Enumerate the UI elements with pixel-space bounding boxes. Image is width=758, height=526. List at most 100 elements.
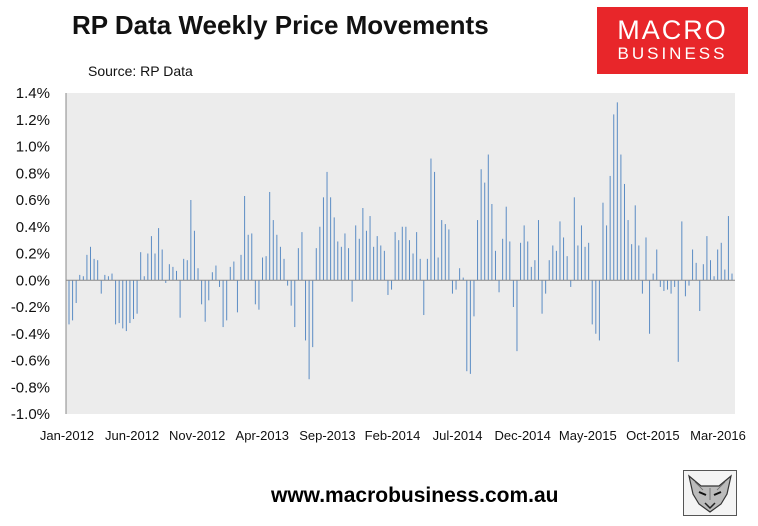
bar-95 <box>408 240 410 281</box>
bar-63 <box>294 280 296 328</box>
bar-57 <box>272 220 274 281</box>
bar-133 <box>545 280 547 294</box>
bar-56 <box>269 191 271 281</box>
bar-91 <box>394 232 396 281</box>
bar-147 <box>595 280 597 334</box>
bar-117 <box>487 154 489 281</box>
x-tick-label: Dec-2014 <box>495 428 551 443</box>
bar-114 <box>477 220 479 281</box>
bar-184 <box>727 216 729 281</box>
bar-71 <box>322 197 324 281</box>
bar-106 <box>448 229 450 281</box>
bar-29 <box>172 266 174 281</box>
bar-series <box>68 102 733 380</box>
bar-92 <box>398 240 400 281</box>
bar-122 <box>505 206 507 281</box>
bar-128 <box>527 241 529 281</box>
bar-70 <box>319 226 321 281</box>
bar-42 <box>219 280 221 287</box>
bar-59 <box>279 246 281 281</box>
bar-167 <box>666 280 668 290</box>
bar-60 <box>283 258 285 281</box>
y-tick-label: 1.2% <box>16 112 50 129</box>
bar-30 <box>176 270 178 281</box>
bar-3 <box>79 274 81 281</box>
y-tick-label: -1.0% <box>11 406 50 423</box>
bar-180 <box>713 276 715 281</box>
bar-66 <box>305 280 307 341</box>
bar-129 <box>530 266 532 281</box>
bar-138 <box>563 237 565 281</box>
bar-185 <box>731 273 733 281</box>
bar-118 <box>491 204 493 281</box>
bar-110 <box>462 277 464 281</box>
bar-81 <box>358 238 360 281</box>
bar-27 <box>165 280 167 283</box>
x-tick-label: Sep-2013 <box>299 428 355 443</box>
bar-89 <box>387 280 389 295</box>
bar-90 <box>391 280 393 290</box>
bar-69 <box>315 248 317 281</box>
x-tick-label: Jan-2012 <box>40 428 94 443</box>
bar-127 <box>523 225 525 281</box>
bar-50 <box>247 234 249 281</box>
bar-82 <box>362 208 364 281</box>
bar-141 <box>573 197 575 281</box>
y-tick-label: 0.8% <box>16 165 50 182</box>
bar-4 <box>82 276 84 281</box>
bar-165 <box>659 280 661 287</box>
bar-142 <box>577 245 579 281</box>
bar-2 <box>75 280 77 303</box>
bar-182 <box>720 242 722 281</box>
bar-149 <box>602 202 604 281</box>
bar-108 <box>455 280 457 290</box>
bar-103 <box>437 257 439 281</box>
bar-47 <box>236 280 238 313</box>
bar-109 <box>459 268 461 281</box>
y-tick-label: -0.6% <box>11 353 50 370</box>
logo-line-1: MACRO <box>617 15 728 45</box>
chart-title: RP Data Weekly Price Movements <box>72 10 489 40</box>
bar-99 <box>423 280 425 316</box>
bar-171 <box>681 221 683 281</box>
bar-96 <box>412 253 414 281</box>
bar-137 <box>559 221 561 281</box>
bar-41 <box>215 265 217 281</box>
bar-143 <box>580 225 582 281</box>
bar-18 <box>133 280 135 320</box>
bar-161 <box>645 237 647 281</box>
bar-72 <box>326 171 328 281</box>
logo-line-2: BUSINESS <box>617 44 728 63</box>
bar-98 <box>419 258 421 281</box>
bar-183 <box>724 269 726 281</box>
bar-11 <box>107 276 109 281</box>
bar-104 <box>441 220 443 281</box>
bar-5 <box>86 254 88 281</box>
macrobusiness-logo: MACRO BUSINESS <box>597 7 748 74</box>
x-tick-label: Jun-2012 <box>105 428 159 443</box>
bar-51 <box>251 233 253 281</box>
bar-173 <box>688 280 690 286</box>
bar-145 <box>588 242 590 281</box>
bar-16 <box>125 280 127 332</box>
bar-179 <box>710 260 711 281</box>
bar-101 <box>430 158 432 281</box>
bar-156 <box>627 220 629 281</box>
bar-113 <box>473 280 475 317</box>
bar-53 <box>258 280 260 310</box>
footer-url[interactable]: www.macrobusiness.com.au <box>271 484 559 507</box>
y-tick-label: 0.0% <box>16 272 50 289</box>
bar-93 <box>401 226 403 281</box>
bar-1 <box>72 280 74 321</box>
bar-177 <box>702 264 704 281</box>
bar-17 <box>129 280 131 324</box>
bar-94 <box>405 226 407 281</box>
x-tick-label: Nov-2012 <box>169 428 225 443</box>
bar-157 <box>631 244 633 281</box>
bar-100 <box>426 258 428 281</box>
y-tick-label: -0.8% <box>11 379 50 396</box>
bar-119 <box>494 250 496 281</box>
bar-64 <box>297 248 299 281</box>
bar-146 <box>591 280 593 325</box>
bar-35 <box>193 230 195 281</box>
